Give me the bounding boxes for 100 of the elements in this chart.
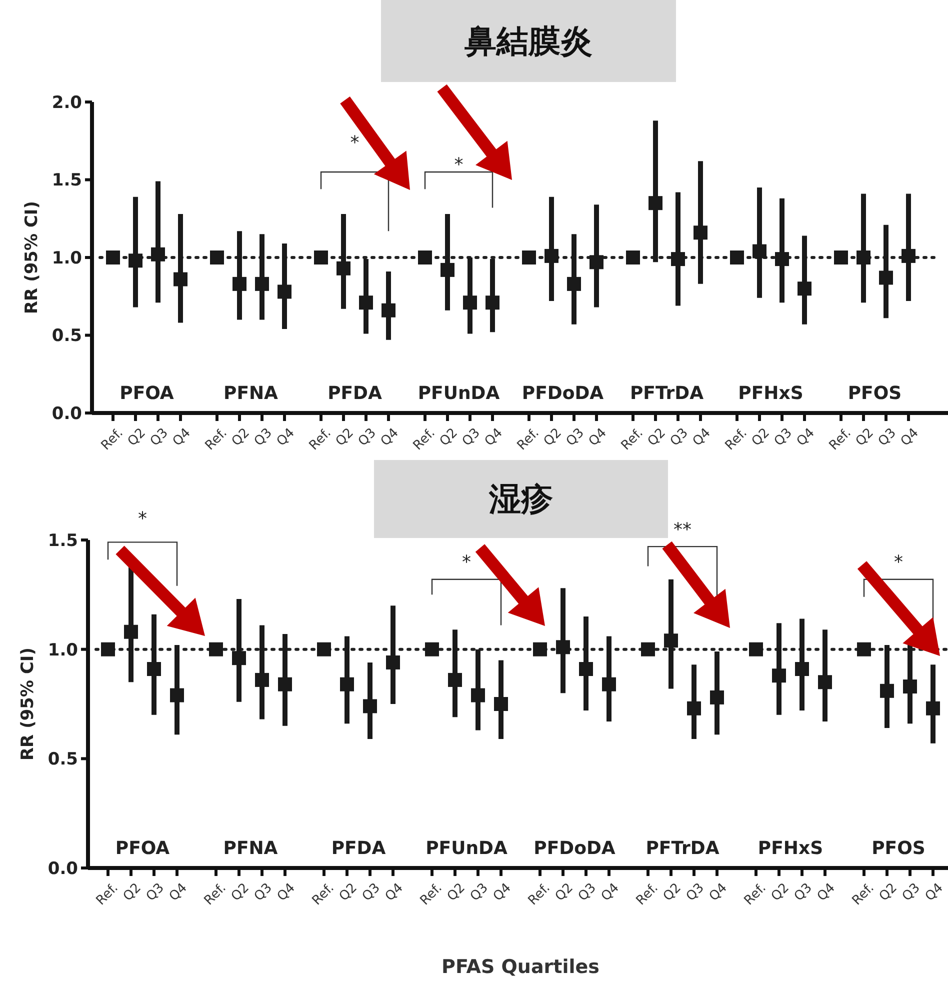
x-tick-label: Q3: [576, 880, 600, 904]
x-tick-label: Q3: [460, 426, 484, 450]
y-tick-label: 1.5: [52, 170, 82, 191]
annotation: PFDoDA: [522, 383, 604, 404]
x-tick-label: Q4: [814, 880, 838, 904]
x-tick-label: Q2: [125, 426, 149, 450]
x-tick-label: Ref.: [98, 426, 126, 454]
x-tick-label: Ref.: [514, 426, 542, 454]
x-tick-label: Q3: [468, 880, 492, 904]
x-tick-label: Q3: [772, 426, 796, 450]
annotation: PFUnDA: [418, 383, 500, 404]
annotation: *: [454, 154, 464, 176]
x-tick-label: Q4: [490, 880, 514, 904]
x-tick-label: Q3: [356, 426, 380, 450]
annotation: PFOS: [848, 383, 902, 404]
x-tick-label: Q2: [768, 880, 792, 904]
annotation: *: [894, 552, 903, 574]
x-tick-label: Q3: [252, 880, 276, 904]
annotation: PFOA: [120, 383, 174, 404]
y-axis-title: RR (95% CI): [18, 647, 38, 761]
x-tick-label: Q3: [684, 880, 708, 904]
x-tick-label: Q4: [706, 880, 730, 904]
x-tick-label: Q4: [378, 426, 402, 450]
x-tick-label: Q4: [274, 880, 298, 904]
y-tick-label: 0.0: [52, 404, 82, 424]
x-tick-label: Ref.: [418, 880, 446, 908]
annotation: PFOA: [115, 838, 170, 859]
x-tick-label: Ref.: [310, 880, 338, 908]
x-tick-label: Q3: [144, 880, 168, 904]
x-tick-label: Q3: [792, 880, 816, 904]
x-tick-label: Q4: [170, 426, 194, 450]
x-tick-label: Q3: [668, 426, 692, 450]
x-tick-label: Q2: [552, 880, 576, 904]
annotation: PFDA: [328, 383, 382, 404]
annotation: PFDoDA: [534, 838, 616, 859]
y-tick-label: 0.5: [52, 326, 82, 346]
x-tick-label: Q3: [876, 426, 900, 450]
x-tick-label: Ref.: [826, 426, 854, 454]
x-tick-label: Q3: [252, 426, 276, 450]
x-tick-label: Q4: [482, 426, 506, 450]
x-tick-label: Q2: [541, 426, 565, 450]
x-tick-label: Ref.: [618, 426, 646, 454]
x-tick-label: Ref.: [202, 426, 230, 454]
x-tick-label: Q3: [360, 880, 384, 904]
x-tick-label: Ref.: [202, 880, 230, 908]
annotation: PFHxS: [738, 383, 804, 404]
annotation: PFUnDA: [426, 838, 508, 859]
x-tick-label: Q4: [586, 426, 610, 450]
y-tick-label: 1.0: [52, 248, 82, 268]
x-tick-label: Q4: [166, 880, 190, 904]
chart-title: 湿疹: [488, 480, 553, 518]
annotation: PFTrDA: [646, 838, 720, 859]
text: *: [138, 508, 147, 530]
x-tick-label: Q2: [645, 426, 669, 450]
x-tick-label: Ref.: [722, 426, 750, 454]
x-tick-label: Q4: [274, 426, 298, 450]
chart-title: 鼻結膜炎: [464, 22, 592, 60]
x-tick-label: Q2: [228, 880, 252, 904]
x-tick-label: Q2: [229, 426, 253, 450]
x-tick-label: Q3: [564, 426, 588, 450]
annotation: PFDA: [331, 838, 386, 859]
x-tick-label: Ref.: [742, 880, 770, 908]
y-tick-label: 0.0: [48, 858, 78, 879]
x-tick-label: Q4: [922, 880, 946, 904]
x-tick-label: Q4: [382, 880, 406, 904]
annotation: **: [674, 519, 692, 540]
x-tick-label: Q4: [690, 426, 714, 450]
annotation: PFTrDA: [630, 383, 704, 404]
x-tick-label: Ref.: [410, 426, 438, 454]
x-tick-label: Q4: [898, 426, 922, 450]
x-tick-label: Q4: [598, 880, 622, 904]
annotation: *: [462, 552, 471, 574]
x-axis-title: PFAS Quartiles: [442, 956, 600, 978]
x-tick-label: Ref.: [306, 426, 334, 454]
annotation: PFNA: [223, 838, 278, 859]
y-tick-label: 1.5: [48, 530, 78, 551]
y-axis-title: RR (95% CI): [22, 200, 42, 314]
y-tick-label: 2.0: [52, 92, 82, 113]
x-tick-label: Q2: [444, 880, 468, 904]
x-tick-label: Q2: [876, 880, 900, 904]
x-tick-label: Q2: [333, 426, 357, 450]
annotation: PFOS: [872, 838, 926, 859]
x-tick-label: Ref.: [526, 880, 554, 908]
x-tick-label: Q2: [853, 426, 877, 450]
x-tick-label: Q3: [900, 880, 924, 904]
x-tick-label: Q2: [749, 426, 773, 450]
x-tick-label: Q2: [120, 880, 144, 904]
x-tick-label: Q3: [148, 426, 172, 450]
annotation: PFHxS: [758, 838, 824, 859]
x-tick-label: Ref.: [634, 880, 662, 908]
y-tick-label: 0.5: [48, 750, 78, 770]
x-tick-label: Q4: [794, 426, 818, 450]
x-tick-label: Q2: [437, 426, 461, 450]
annotation: PFNA: [224, 383, 278, 404]
y-tick-label: 1.0: [48, 640, 78, 660]
x-tick-label: Q2: [336, 880, 360, 904]
x-tick-label: Ref.: [850, 880, 878, 908]
x-tick-label: Ref.: [94, 880, 122, 908]
annotation: *: [350, 132, 360, 154]
x-tick-label: Q2: [660, 880, 684, 904]
